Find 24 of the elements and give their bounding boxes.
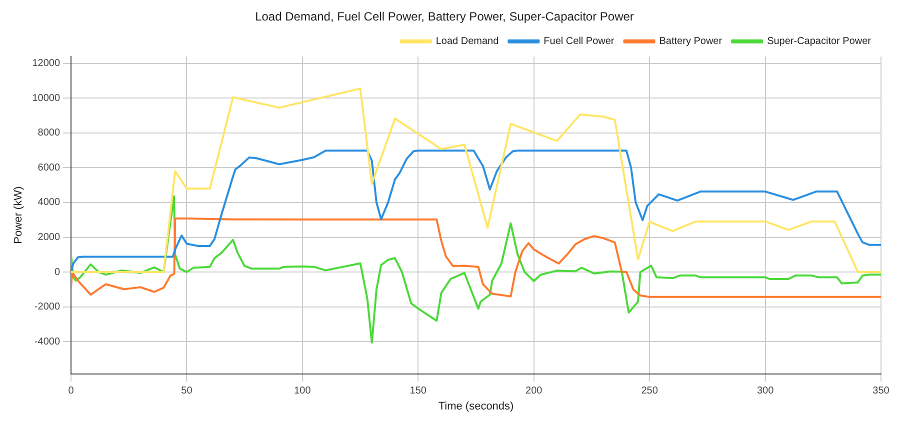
y-tick-label: 2000 xyxy=(38,232,60,244)
x-tick-label: 200 xyxy=(526,386,543,397)
x-tick-label: 250 xyxy=(641,386,658,397)
x-tick-label: 350 xyxy=(872,386,890,397)
y-tick-label: 10000 xyxy=(32,92,60,104)
legend-label: Fuel Cell Power xyxy=(544,36,615,48)
y-tick-label: 0 xyxy=(54,266,60,278)
x-tick-label: 150 xyxy=(410,386,427,397)
legend-label: Super-Capacitor Power xyxy=(767,36,872,48)
y-tick-label: -2000 xyxy=(34,302,60,313)
x-tick-label: 0 xyxy=(68,386,74,397)
legend-label: Battery Power xyxy=(659,36,723,48)
x-tick-label: 50 xyxy=(181,386,193,397)
y-tick-label: 4000 xyxy=(38,197,60,208)
x-tick-label: 100 xyxy=(294,386,312,397)
legend-label: Load Demand xyxy=(436,36,499,48)
y-axis-title: Power (kW) xyxy=(12,186,25,244)
chart-title: Load Demand, Fuel Cell Power, Battery Power, Super-Capacitor Power xyxy=(255,10,634,24)
y-tick-label: 6000 xyxy=(38,162,60,174)
y-tick-label: 8000 xyxy=(38,128,60,139)
x-axis-title: Time (seconds) xyxy=(438,400,514,412)
y-tick-label: 12000 xyxy=(32,58,60,70)
y-tick-label: -4000 xyxy=(34,336,60,348)
x-tick-label: 300 xyxy=(756,386,774,397)
